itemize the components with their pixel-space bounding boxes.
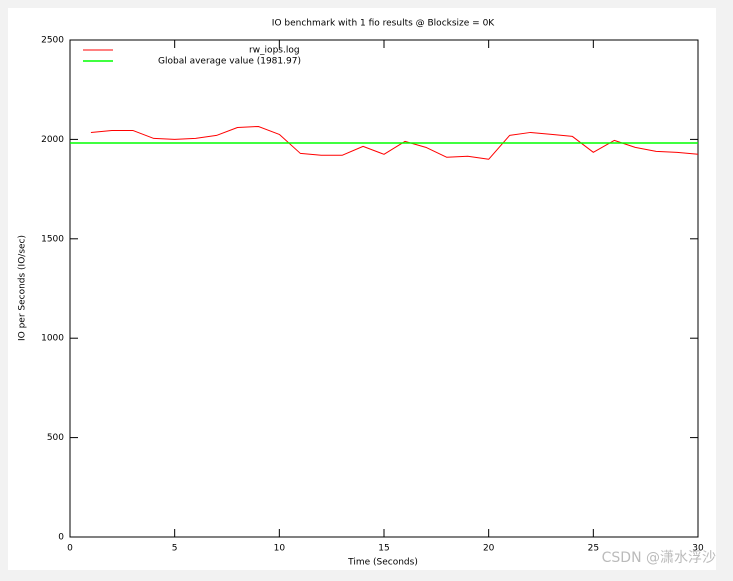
- x-axis-label: Time (Seconds): [347, 558, 418, 568]
- series-line: [90, 125, 699, 160]
- y-axis-label: IO per Seconds (IO/sec): [18, 235, 28, 341]
- x-tick-label: 10: [274, 544, 286, 554]
- y-tick-label: 1000: [41, 334, 64, 344]
- y-tick-label: 2000: [41, 135, 64, 145]
- y-tick-label: 1500: [41, 234, 64, 244]
- panel: [8, 8, 716, 570]
- legend-label: Global average value (1981.97): [158, 57, 301, 67]
- x-tick-label: 30: [692, 544, 704, 554]
- y-tick-label: 500: [47, 433, 64, 443]
- watermark: CSDN @潇水浮沙: [602, 550, 716, 566]
- y-tick-label: 2500: [41, 36, 64, 46]
- x-tick-label: 5: [172, 544, 178, 554]
- y-tick-label: 0: [58, 533, 64, 543]
- x-tick-label: 15: [378, 544, 389, 554]
- x-tick-label: 25: [588, 544, 599, 554]
- x-tick-label: 0: [67, 544, 73, 554]
- legend-label: rw_iops.log: [249, 46, 300, 56]
- chart-title: IO benchmark with 1 fio results @ Blocks…: [272, 19, 495, 29]
- x-tick-label: 20: [483, 544, 495, 554]
